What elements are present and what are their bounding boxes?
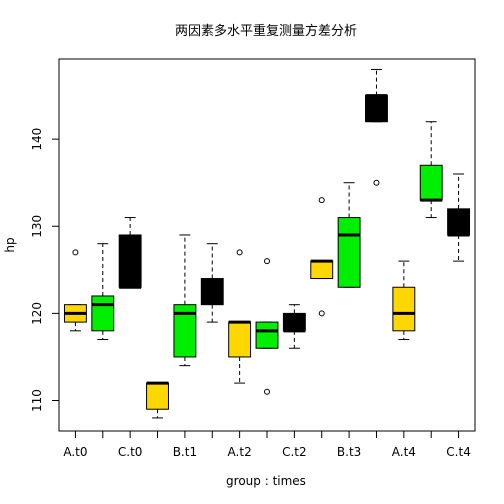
box-B.t0 [91,243,115,341]
box-body [365,95,388,123]
box-A.t4 [392,260,416,341]
x-tick-label-A.t2: A.t2 [228,445,252,459]
outlier-point [72,249,79,256]
y-tick-label-110: 110 [30,389,44,412]
box-C.t1 [200,243,224,323]
x-tick-label-A.t0: A.t0 [63,445,87,459]
box-C.t3 [365,68,388,186]
y-tick-label-120: 120 [30,302,44,325]
box-A.t0 [63,249,87,332]
box-body [228,321,252,358]
outlier-point [264,388,270,395]
box-A.t1 [146,381,169,419]
x-tick-label-C.t2: C.t2 [282,445,307,459]
box-A.t3 [310,197,334,317]
box-body [146,382,169,410]
x-tick-label-B.t1: B.t1 [173,445,197,459]
y-axis-label: hp [3,237,17,252]
outlier-point [264,258,270,265]
box-body [282,312,306,332]
box-body [447,208,471,236]
outlier-point [318,310,325,317]
box-body [91,295,115,332]
x-tick-label-B.t3: B.t3 [337,445,361,459]
outlier-point [236,249,243,256]
box-B.t2 [255,258,279,395]
y-tick-label-130: 130 [30,215,44,238]
box-B.t4 [419,121,443,219]
box-C.t2 [282,304,306,349]
x-tick-label-A.t4: A.t4 [392,445,416,459]
box-body [310,260,334,280]
x-tick-label-C.t0: C.t0 [118,445,143,459]
boxes [63,68,471,419]
box-B.t1 [173,234,197,367]
box-body [337,217,361,288]
box-body [173,304,197,358]
box-A.t2 [228,249,252,384]
box-C.t0 [118,217,142,289]
box-B.t3 [337,182,361,288]
x-axis: A.t0 C.t0 B.t1 A.t2 C.t2 B.t3 A.t4 C.t4 [63,431,471,459]
box-body [118,234,142,288]
x-tick-label-C.t4: C.t4 [446,445,471,459]
y-axis: 110 120 130 140 [30,128,59,412]
box-body [255,321,279,349]
y-tick-label-140: 140 [30,128,44,151]
box-body [200,278,224,306]
outlier-point [318,197,325,204]
outlier-point [373,179,380,186]
x-axis-label: group : times [226,474,306,488]
chart-title: 两因素多水平重复测量方差分析 [175,23,357,39]
box-C.t4 [447,173,471,262]
box-body [419,164,443,201]
box-body [392,286,416,332]
